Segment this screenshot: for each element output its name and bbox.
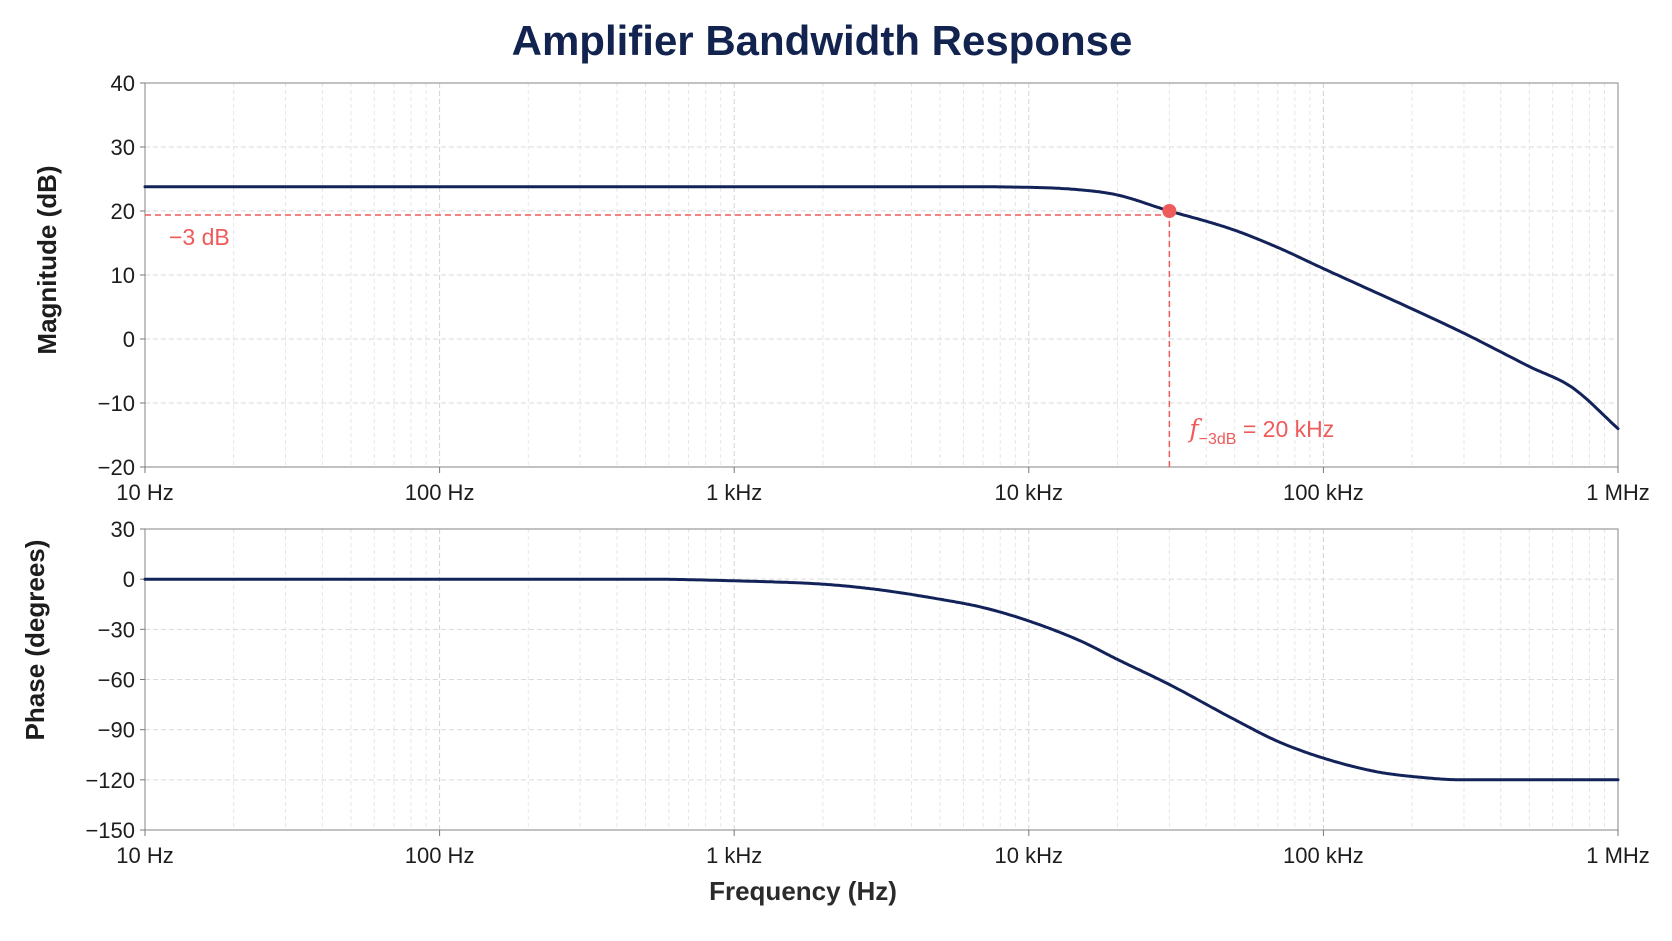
magnitude-x-tick-label: 1 kHz xyxy=(706,480,762,505)
phase-x-tick-label: 10 Hz xyxy=(116,843,173,868)
phase-y-tick-label: −120 xyxy=(85,768,135,793)
magnitude-x-tick-label: 1 MHz xyxy=(1586,480,1650,505)
phase-y-tick-label: 30 xyxy=(111,517,135,542)
magnitude-y-axis-label: Magnitude (dB) xyxy=(32,165,62,354)
magnitude-x-tick-label: 100 Hz xyxy=(405,480,475,505)
magnitude-y-tick-label: −20 xyxy=(98,455,135,480)
minus-3db-level-label: −3 dB xyxy=(169,224,230,250)
magnitude-x-tick-label: 10 Hz xyxy=(116,480,173,505)
magnitude-y-tick-label: 20 xyxy=(111,199,135,224)
phase-y-tick-label: −60 xyxy=(98,668,135,693)
phase-x-tick-label: 100 kHz xyxy=(1283,843,1364,868)
phase-x-tick-label: 1 kHz xyxy=(706,843,762,868)
phase-y-tick-label: 0 xyxy=(123,567,135,592)
cutoff-label-value: = 20 kHz xyxy=(1236,416,1334,442)
phase-x-tick-label: 100 Hz xyxy=(405,843,475,868)
phase-y-tick-label: −90 xyxy=(98,718,135,743)
phase-x-tick-label: 1 MHz xyxy=(1586,843,1650,868)
phase-y-axis-label: Phase (degrees) xyxy=(20,540,50,741)
magnitude-y-tick-label: 30 xyxy=(111,135,135,160)
phase-y-tick-label: −30 xyxy=(98,617,135,642)
magnitude-y-tick-label: 10 xyxy=(111,263,135,288)
cutoff-marker-point xyxy=(1162,204,1177,218)
phase-y-tick-label: −150 xyxy=(85,818,135,843)
chart-title: Amplifier Bandwidth Response xyxy=(512,17,1133,64)
cutoff-label-subscript: −3dB xyxy=(1199,431,1237,448)
cutoff-label-f: f xyxy=(1187,414,1202,443)
phase-response-line xyxy=(143,577,1620,782)
magnitude-y-tick-label: −10 xyxy=(98,391,135,416)
magnitude-y-tick-label: 40 xyxy=(111,71,135,96)
magnitude-x-tick-label: 10 kHz xyxy=(995,480,1063,505)
magnitude-y-tick-label: 0 xyxy=(123,327,135,352)
magnitude-x-tick-label: 100 kHz xyxy=(1283,480,1364,505)
cutoff-frequency-label: f−3dB = 20 kHz xyxy=(1187,414,1334,448)
x-axis-label: Frequency (Hz) xyxy=(709,876,897,906)
phase-x-tick-label: 10 kHz xyxy=(995,843,1063,868)
magnitude-response-line xyxy=(143,185,1620,431)
